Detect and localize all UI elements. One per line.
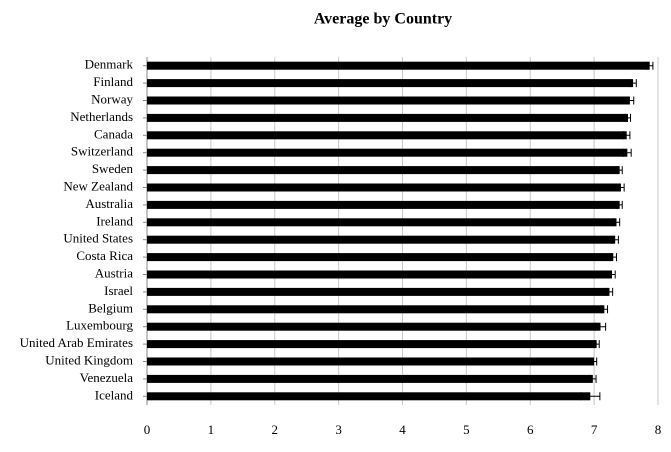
bar	[147, 322, 601, 331]
error-bar	[623, 148, 632, 157]
y-tick-label: Netherlands	[70, 109, 133, 124]
error-bar	[608, 270, 616, 279]
x-tick-label: 1	[208, 422, 215, 437]
error-bar	[629, 79, 637, 88]
bar	[147, 166, 620, 175]
y-tick-label: Venezuela	[80, 370, 134, 385]
y-tick-label: Finland	[93, 74, 133, 89]
y-tick-label: United Kingdom	[45, 352, 133, 367]
x-tick-label: 6	[527, 422, 534, 437]
y-tick-label: Luxembourg	[66, 318, 133, 333]
bar	[147, 235, 616, 244]
y-tick-label: United States	[63, 231, 133, 246]
error-bar	[611, 235, 619, 244]
chart-title: Average by Country	[314, 11, 452, 28]
bar	[147, 270, 613, 279]
error-bar	[616, 166, 623, 175]
bar	[147, 113, 628, 122]
bar	[147, 131, 627, 140]
y-tick-label: Belgium	[88, 300, 133, 315]
bar	[147, 79, 634, 88]
bar	[147, 148, 628, 157]
error-bar	[589, 374, 597, 383]
error-bar	[625, 96, 635, 105]
y-tick-label: Denmark	[85, 57, 134, 72]
bar	[147, 96, 630, 105]
error-bar	[605, 287, 614, 296]
y-tick-label: Austria	[95, 265, 134, 280]
y-tick-label: Norway	[91, 91, 133, 106]
x-tick-label: 3	[335, 422, 342, 437]
y-tick-label: New Zealand	[63, 178, 133, 193]
bar	[147, 287, 610, 296]
bar	[147, 183, 621, 192]
error-bar	[623, 131, 631, 140]
bar	[147, 218, 617, 227]
grid	[143, 57, 659, 405]
bar	[147, 374, 593, 383]
error-bar	[609, 253, 617, 262]
bar	[147, 305, 605, 314]
error-bar	[624, 113, 632, 122]
bar	[147, 392, 591, 401]
bar	[147, 253, 614, 262]
y-tick-label: Costa Rica	[76, 248, 133, 263]
marks	[147, 61, 654, 401]
bar	[147, 357, 595, 366]
bar	[147, 200, 620, 209]
y-tick-label: Canada	[94, 126, 133, 141]
y-tick-label: Switzerland	[71, 144, 134, 159]
x-tick-label: 2	[272, 422, 279, 437]
error-bar	[594, 322, 607, 331]
y-tick-label: United Arab Emirates	[20, 335, 133, 350]
error-bar	[616, 200, 623, 209]
x-tick-label: 5	[463, 422, 470, 437]
x-tick-label: 8	[655, 422, 662, 437]
error-bar	[617, 183, 625, 192]
error-bar	[591, 357, 598, 366]
y-tick-label: Ireland	[96, 213, 133, 228]
y-tick-label: Sweden	[92, 161, 134, 176]
bar	[147, 61, 650, 70]
y-tick-label: Israel	[104, 283, 133, 298]
error-bar	[580, 392, 601, 401]
x-tick-label: 7	[591, 422, 598, 437]
error-bar	[600, 305, 609, 314]
error-bar	[593, 340, 600, 349]
x-tick-label: 4	[399, 422, 406, 437]
error-bar	[612, 218, 621, 227]
x-tick-label: 0	[144, 422, 151, 437]
bar	[147, 340, 597, 349]
error-bar	[646, 61, 654, 70]
y-tick-label: Iceland	[95, 387, 134, 402]
y-tick-label: Australia	[85, 196, 133, 211]
